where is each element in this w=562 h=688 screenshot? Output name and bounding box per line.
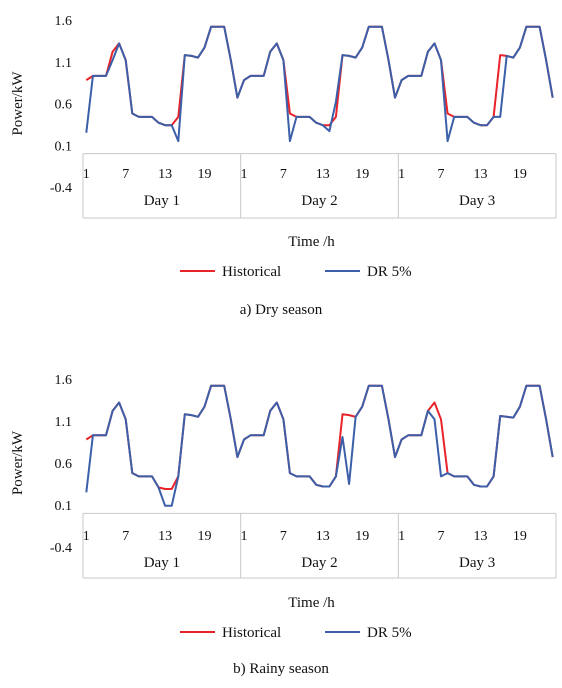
x-hour-tick-label: 19 bbox=[198, 167, 212, 182]
y-tick-label: 0.1 bbox=[55, 139, 73, 154]
x-hour-tick-label: 7 bbox=[438, 167, 445, 182]
legend-label: Historical bbox=[222, 625, 281, 641]
x-hour-tick-label: 13 bbox=[158, 529, 172, 544]
chart-dry-season: 1.6 1.1 0.6 0.1 -0.4 Power/kW 1 7 13 19 Day 1 1 7 13 1… bbox=[10, 14, 557, 318]
y-tick-label: 0.6 bbox=[55, 457, 73, 472]
y-tick-label: 0.1 bbox=[55, 499, 73, 514]
x-hour-tick-label: 7 bbox=[280, 167, 287, 182]
day-label: Day 1 bbox=[144, 193, 180, 209]
y-tick-label: 1.1 bbox=[55, 56, 73, 71]
series-line-historical bbox=[85, 384, 554, 490]
x-hour-tick-label: 1 bbox=[240, 167, 247, 182]
day-label: Day 3 bbox=[459, 193, 495, 209]
x-hour-tick-label: 1 bbox=[398, 167, 405, 182]
legend-label: DR 5% bbox=[367, 625, 412, 641]
day-label: Day 2 bbox=[301, 193, 337, 209]
y-tick-label: 0.6 bbox=[55, 98, 73, 113]
series-line-dr-5 bbox=[85, 25, 554, 143]
y-axis-title: Power/kW bbox=[10, 71, 26, 136]
x-hour-tick-label: 19 bbox=[355, 529, 369, 544]
x-hour-tick-label: 1 bbox=[398, 529, 405, 544]
x-hour-tick-label: 19 bbox=[355, 167, 369, 182]
x-axis-title: Time /h bbox=[288, 595, 335, 611]
series-line-historical bbox=[85, 25, 554, 127]
x-hour-tick-label: 1 bbox=[240, 529, 247, 544]
x-hour-tick-label: 1 bbox=[83, 167, 90, 182]
y-tick-label: -0.4 bbox=[50, 541, 72, 556]
x-hour-tick-label: 19 bbox=[513, 167, 527, 182]
y-tick-label: 1.6 bbox=[55, 373, 73, 388]
chart-rainy-season: 1.6 1.1 0.6 0.1 -0.4 Power/kW 1 7 13 19 Day 1 1 7 13 1… bbox=[10, 373, 557, 677]
x-hour-tick-label: 7 bbox=[438, 529, 445, 544]
figure-caption: b) Rainy season bbox=[233, 661, 329, 677]
y-tick-label: -0.4 bbox=[50, 181, 72, 196]
day-label: Day 2 bbox=[301, 555, 337, 571]
x-hour-tick-label: 13 bbox=[316, 529, 330, 544]
x-hour-tick-label: 13 bbox=[316, 167, 330, 182]
series-line-dr-5 bbox=[85, 384, 554, 507]
day-label: Day 3 bbox=[459, 555, 495, 571]
x-axis-title: Time /h bbox=[288, 234, 335, 250]
legend-label: DR 5% bbox=[367, 264, 412, 280]
x-hour-tick-label: 7 bbox=[280, 529, 287, 544]
x-hour-tick-label: 13 bbox=[473, 529, 487, 544]
day-label: Day 1 bbox=[144, 555, 180, 571]
y-tick-label: 1.6 bbox=[55, 14, 73, 29]
legend-label: Historical bbox=[222, 264, 281, 280]
x-hour-tick-label: 1 bbox=[83, 529, 90, 544]
figure-caption: a) Dry season bbox=[240, 302, 323, 318]
x-hour-tick-label: 7 bbox=[122, 529, 129, 544]
x-hour-tick-label: 19 bbox=[198, 529, 212, 544]
x-hour-tick-label: 13 bbox=[473, 167, 487, 182]
x-hour-tick-label: 19 bbox=[513, 529, 527, 544]
y-tick-label: 1.1 bbox=[55, 415, 73, 430]
y-axis-title: Power/kW bbox=[10, 430, 26, 495]
x-hour-tick-label: 7 bbox=[122, 167, 129, 182]
x-hour-tick-label: 13 bbox=[158, 167, 172, 182]
